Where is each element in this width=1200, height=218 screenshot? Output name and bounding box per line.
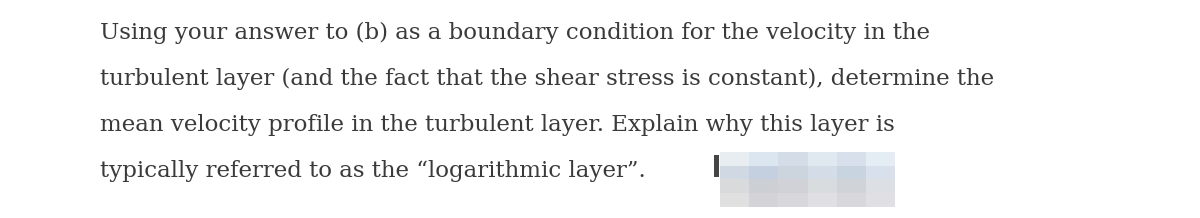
Bar (808, 179, 836, 193)
Bar (866, 152, 895, 166)
Bar (808, 166, 836, 179)
Text: turbulent layer (and the fact that the shear stress is constant), determine the: turbulent layer (and the fact that the s… (100, 68, 994, 90)
Bar (749, 179, 779, 193)
Bar (866, 179, 895, 193)
Bar (714, 155, 719, 177)
Bar (808, 152, 836, 166)
Bar (720, 152, 749, 166)
Bar (779, 179, 808, 193)
Bar (749, 152, 779, 166)
Bar (720, 166, 749, 179)
Bar (808, 193, 836, 207)
Bar (779, 193, 808, 207)
Bar (749, 193, 779, 207)
Bar (836, 152, 866, 166)
Text: typically referred to as the “logarithmic layer”.: typically referred to as the “logarithmi… (100, 160, 646, 182)
Bar (836, 193, 866, 207)
Bar (749, 166, 779, 179)
Bar (779, 152, 808, 166)
Text: mean velocity profile in the turbulent layer. Explain why this layer is: mean velocity profile in the turbulent l… (100, 114, 895, 136)
Bar (866, 166, 895, 179)
Bar (720, 179, 749, 193)
Bar (720, 193, 749, 207)
Bar (779, 166, 808, 179)
Bar (836, 179, 866, 193)
Text: Using your answer to (b) as a boundary condition for the velocity in the: Using your answer to (b) as a boundary c… (100, 22, 930, 44)
Bar (866, 193, 895, 207)
Bar (836, 166, 866, 179)
